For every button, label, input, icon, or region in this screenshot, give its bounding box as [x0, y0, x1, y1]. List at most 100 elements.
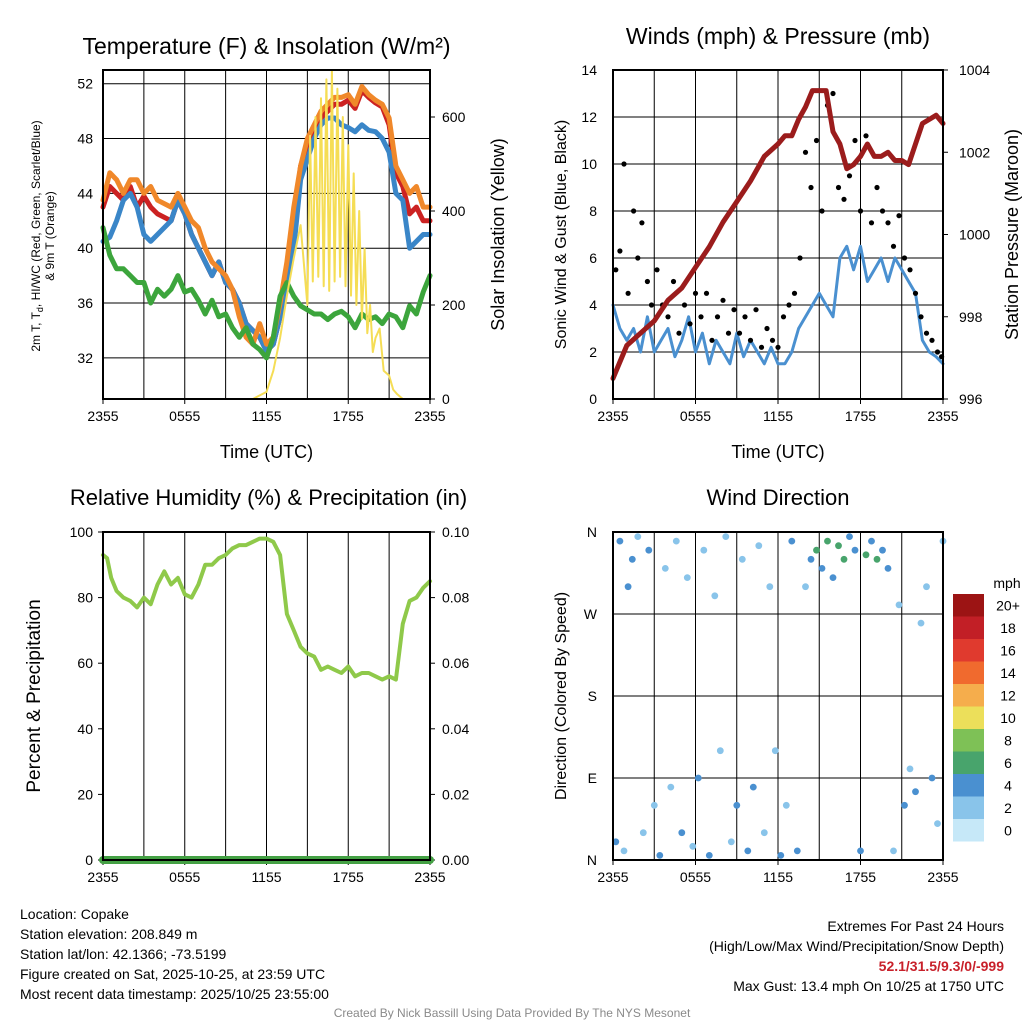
gust-point	[621, 161, 627, 167]
gust-point	[885, 220, 891, 226]
direction-point	[788, 537, 796, 545]
y-tick-label: 48	[77, 131, 93, 147]
colorbar-swatch	[953, 639, 984, 662]
gust-point	[753, 307, 759, 313]
gust-point	[648, 302, 655, 308]
y-tick-label: 2	[589, 344, 597, 360]
y2-tick-label: 996	[959, 391, 983, 407]
gust-point	[639, 220, 645, 226]
gust-point	[890, 243, 897, 249]
gust-point	[868, 220, 875, 226]
colorbar-label: 12	[1000, 687, 1016, 703]
gust-point	[742, 314, 748, 320]
y-tick-label: W	[584, 606, 598, 622]
gust-point	[857, 208, 864, 214]
direction-point	[760, 829, 768, 837]
gust-point	[631, 208, 637, 214]
x-tick-label: 1155	[251, 408, 281, 424]
direction-point	[667, 783, 675, 791]
gust-point	[841, 196, 847, 202]
direction-point	[678, 829, 686, 837]
gust-point	[758, 344, 765, 350]
gust-point	[670, 278, 677, 285]
gust-point	[791, 290, 798, 296]
panel-3: 2355 0555 1155 1755 23550204060801000.000.02…	[24, 485, 469, 885]
x-tick-label: 2355	[597, 869, 628, 885]
x-tick-label: 1155	[763, 869, 793, 885]
direction-point	[689, 842, 697, 850]
gust-point	[786, 302, 792, 308]
y-tick-label: N	[587, 524, 597, 540]
y2-tick-label: 0.00	[442, 852, 469, 868]
extremes-title: Extremes For Past 24 Hours	[827, 918, 1004, 934]
y2-tick-label: 1002	[959, 144, 990, 160]
y2-tick-label: 200	[442, 297, 466, 313]
direction-point	[824, 537, 831, 545]
gust-point	[698, 314, 704, 320]
y2-tick-label: 0.04	[442, 721, 469, 737]
y2-axis-label: Station Pressure (Maroon)	[1002, 129, 1022, 340]
y2-tick-label: 400	[442, 203, 466, 219]
direction-point	[722, 533, 730, 540]
x-tick-label: 1155	[251, 869, 281, 885]
recent-data-text: Most recent data timestamp: 2025/10/25 2…	[20, 986, 329, 1002]
chart-title: Wind Direction	[706, 485, 849, 510]
gust-point	[654, 267, 660, 273]
direction-point	[620, 847, 628, 855]
gust-point	[613, 267, 619, 273]
gust-point	[852, 137, 858, 144]
x-tick-label: 2355	[414, 408, 445, 424]
y-tick-label: 0	[589, 391, 597, 407]
gust-point	[863, 133, 869, 139]
direction-point	[624, 583, 632, 591]
gust-point	[665, 314, 671, 320]
direction-point	[628, 555, 636, 563]
gust-point	[625, 290, 631, 296]
gust-point	[720, 297, 726, 303]
direction-point	[782, 801, 790, 809]
y2-tick-label: 998	[959, 309, 983, 325]
y-axis-label: 2m T, Td, HI/WC (Red, Green, Scarlet/Blu…	[29, 120, 45, 351]
direction-point	[771, 747, 779, 755]
gust-point	[802, 149, 809, 155]
gust-point	[896, 213, 902, 219]
gust-point	[617, 248, 623, 254]
y-axis-label: Sonic Wind & Gust (Blue, Black)	[553, 120, 570, 349]
direction-point	[645, 546, 653, 554]
gust-point	[775, 344, 781, 350]
colorbar-swatch	[953, 684, 984, 707]
direction-point	[777, 852, 785, 859]
y-axis-label: Direction (Colored By Speed)	[553, 592, 570, 800]
gust-point	[830, 90, 836, 97]
plot-frame	[102, 531, 431, 861]
colorbar: mph 0 2 4 6 8 10 12 14 16 18 20+	[953, 575, 1021, 842]
direction-point	[873, 555, 881, 563]
y-tick-label: 100	[70, 524, 94, 540]
x-tick-label: 1755	[333, 408, 364, 424]
direction-point	[612, 838, 620, 846]
panel-2: 2355 0555 1155 1755 235502468101214996998100…	[553, 23, 1022, 462]
gust-point	[692, 290, 699, 296]
y-axis-label-2: & 9m T (Orange)	[43, 191, 57, 281]
colorbar-swatch	[953, 594, 984, 617]
y-tick-label: 8	[589, 203, 597, 219]
y2-tick-label: 0.08	[442, 590, 469, 606]
y2-tick-label: 0.10	[442, 524, 469, 540]
direction-point	[846, 533, 853, 540]
direction-point	[928, 774, 936, 782]
y2-axis-label: Solar Insolation (Yellow)	[488, 138, 508, 330]
gust-point	[764, 325, 770, 332]
direction-point	[738, 555, 746, 563]
direction-point	[694, 774, 702, 782]
gust-point	[681, 302, 688, 308]
y-tick-label: 0	[85, 852, 93, 868]
direction-point	[895, 601, 903, 609]
direction-point	[813, 546, 820, 554]
colorbar-swatch	[953, 774, 984, 797]
gust-point	[635, 255, 641, 261]
chart-title: Winds (mph) & Pressure (mb)	[626, 23, 930, 49]
direction-point	[683, 574, 691, 581]
extremes-panel: Extremes For Past 24 Hours (High/Low/Max…	[709, 916, 1004, 996]
max-gust-text: Max Gust: 13.4 mph On 10/25 at 1750 UTC	[733, 978, 1004, 994]
gust-point	[918, 314, 924, 320]
